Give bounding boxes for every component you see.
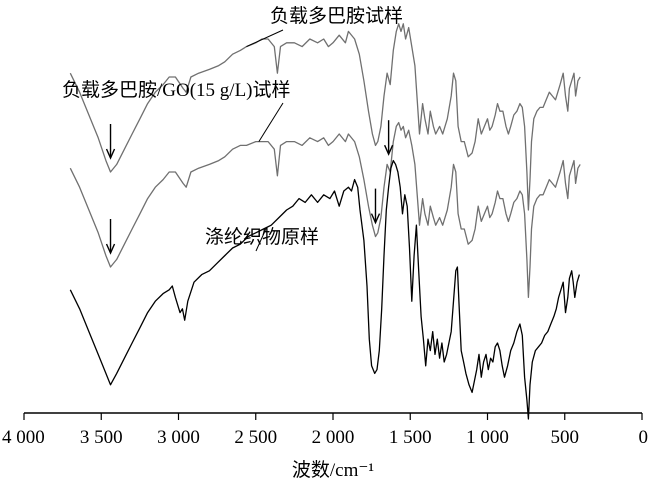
x-tick-label: 2 000 xyxy=(312,427,355,448)
series-line-polyester-original xyxy=(69,159,581,420)
label-leader-line xyxy=(255,227,268,252)
x-tick-label: 500 xyxy=(551,427,580,448)
label-leader-line xyxy=(258,102,284,142)
series-layer xyxy=(69,23,581,420)
annotation-layer xyxy=(105,29,394,255)
annotation-arrow xyxy=(105,219,116,255)
x-tick-label: 2 500 xyxy=(234,427,277,448)
series-label-dopamine-go: 负载多巴胺/GO(15 g/L)试样 xyxy=(62,79,291,101)
x-axis: 4 000 3 500 3 000 2 500 2 000 1 500 1 000 500 0 xyxy=(2,412,649,448)
series-line-dopamine-go xyxy=(69,121,581,299)
series-line-dopamine xyxy=(69,23,581,211)
x-axis-title: 波数/cm⁻¹ xyxy=(292,459,375,481)
annotation-arrow xyxy=(370,188,381,225)
x-tick-label: 3 500 xyxy=(80,427,123,448)
x-tick-label: 1 000 xyxy=(466,427,509,448)
annotation-arrow xyxy=(105,124,116,160)
x-tick-label: 3 000 xyxy=(157,427,200,448)
annotation-arrow xyxy=(383,120,394,156)
label-leader-line xyxy=(246,29,284,48)
series-label-polyester-original: 涤纶织物原样 xyxy=(205,226,319,248)
series-label-dopamine: 负载多巴胺试样 xyxy=(270,5,403,27)
x-tick-label: 1 500 xyxy=(389,427,432,448)
x-tick-label: 4 000 xyxy=(2,427,45,448)
x-tick-label: 0 xyxy=(639,427,649,448)
